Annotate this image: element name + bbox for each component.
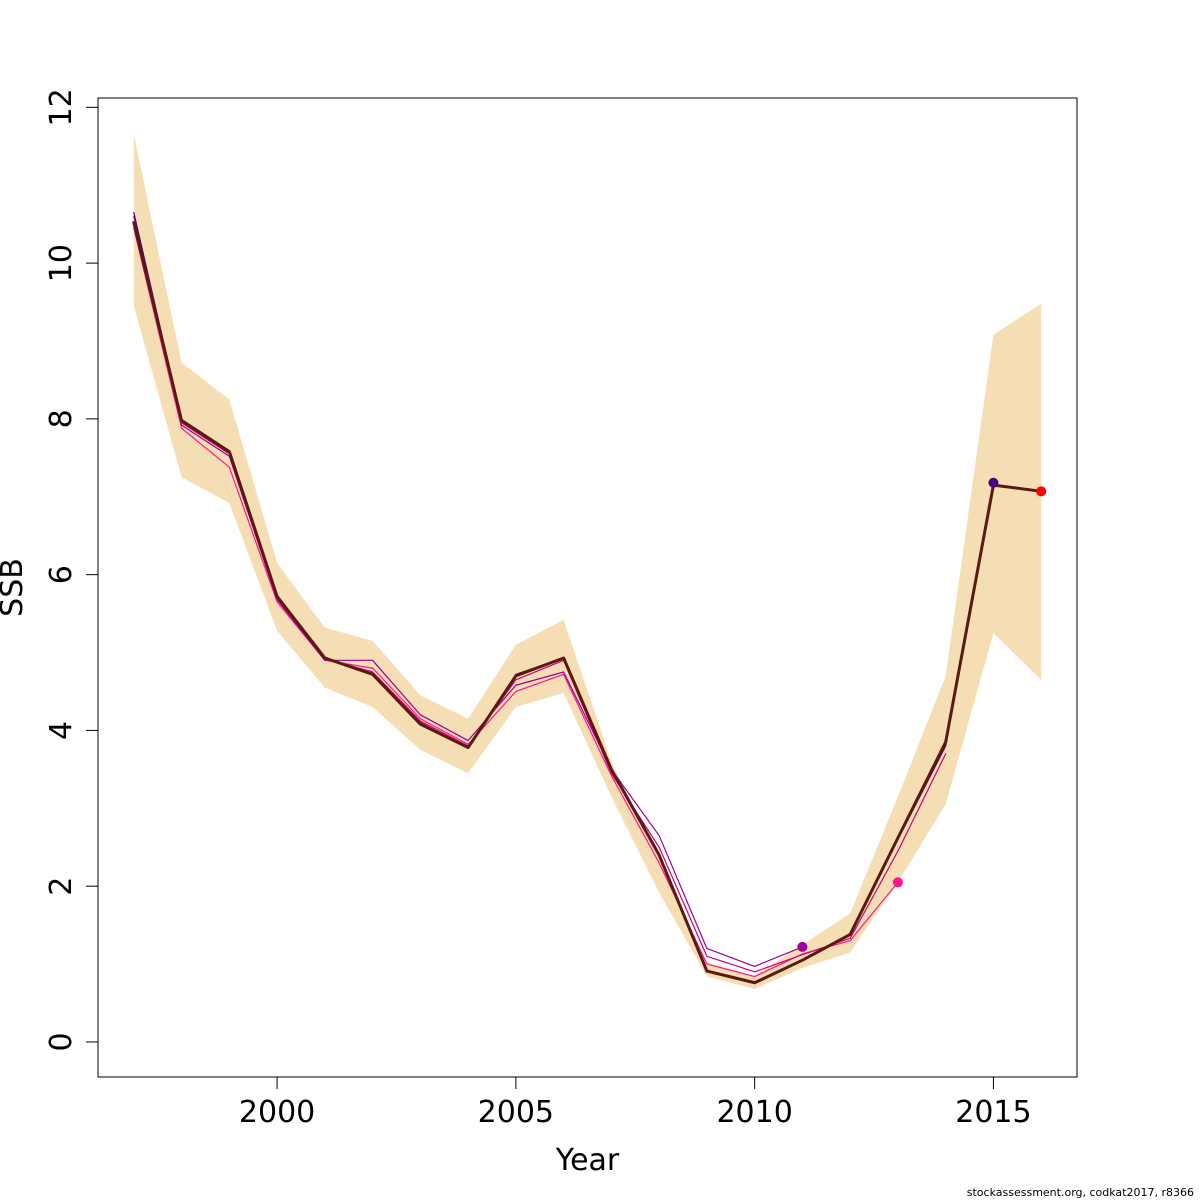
series-layer [132, 211, 1043, 985]
y-axis: 0 2 4 6 8 10 12 [44, 88, 98, 1051]
endpoint-layer [797, 477, 1047, 952]
y-tick-label-2: 2 [44, 877, 79, 896]
y-tick-label-4: 4 [44, 721, 79, 740]
y-tick-label-8: 8 [44, 409, 79, 428]
x-tick-label-2010: 2010 [716, 1095, 792, 1130]
x-tick-label-2005: 2005 [478, 1095, 554, 1130]
x-axis-title: Year [555, 1143, 620, 1178]
y-tick-label-0: 0 [44, 1032, 79, 1051]
y-tick-label-10: 10 [44, 244, 79, 282]
x-tick-label-2000: 2000 [239, 1095, 315, 1130]
plot-frame [97, 97, 1078, 1078]
x-axis: 2000 2005 2010 2015 [239, 1077, 1032, 1130]
y-tick-label-12: 12 [44, 88, 79, 126]
series-line-6 [132, 221, 1043, 985]
y-tick-label-6: 6 [44, 565, 79, 584]
footnote: stockassessment.org, codkat2017, r8366 [967, 1186, 1194, 1199]
series-endpoint-4 [988, 477, 999, 488]
series-endpoint-2 [797, 941, 808, 952]
series-endpoint-5 [1036, 486, 1047, 497]
series-endpoint-1 [892, 877, 903, 888]
x-tick-label-2015: 2015 [955, 1095, 1031, 1130]
series-line-1 [133, 227, 899, 978]
y-axis-title: SSB [0, 558, 30, 617]
